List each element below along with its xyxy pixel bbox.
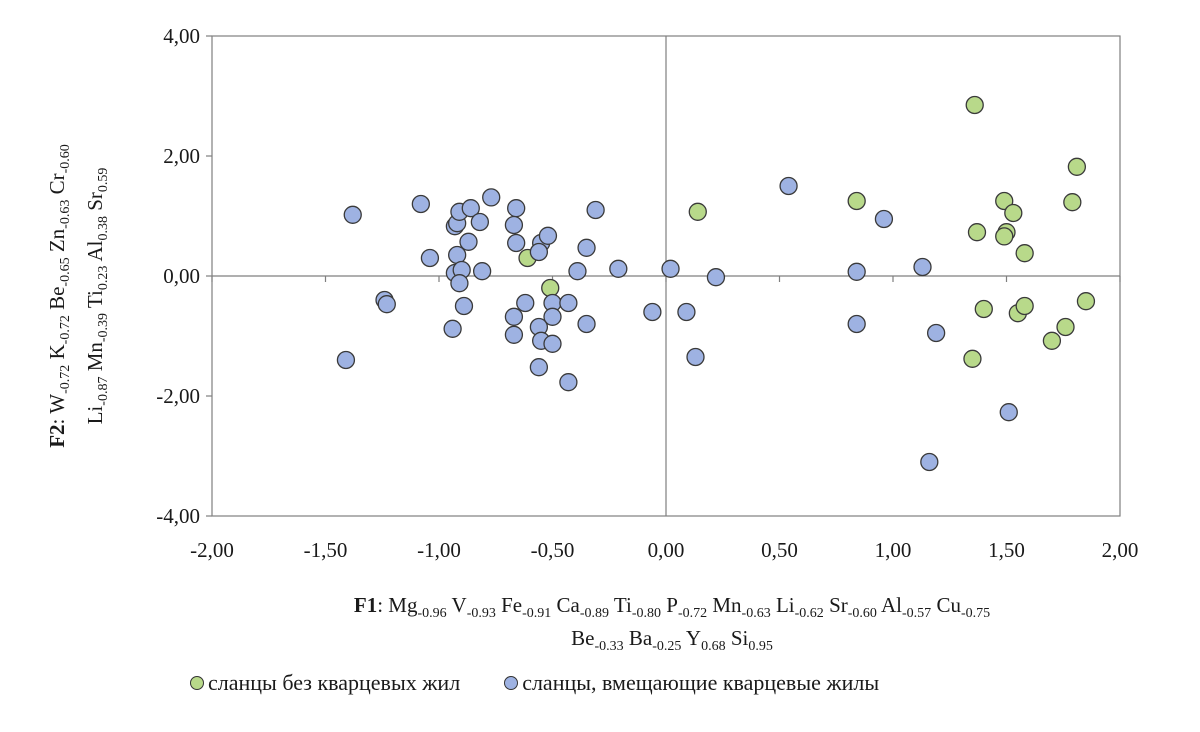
point-quartz [504,215,524,235]
y-tick-label: 4,00 [163,24,200,48]
point-quartz [343,205,362,224]
point-quartz [507,199,526,218]
point-quartz [661,259,680,278]
legend: сланцы без кварцевых жил сланцы, вмещающ… [190,670,879,696]
point-quartz [913,257,932,277]
y-tick-label: -4,00 [156,504,200,528]
point-no-quartz [1063,193,1082,212]
x-tick-label: -0,50 [531,538,575,562]
point-quartz [538,226,558,245]
point-no-quartz [1076,292,1096,311]
point-no-quartz [995,227,1014,246]
point-quartz [454,296,474,316]
point-no-quartz [967,223,987,242]
point-quartz [461,199,480,218]
point-quartz [472,262,492,281]
x-tick-label: 0,00 [648,538,685,562]
x-tick-label: 0,50 [761,538,798,562]
point-quartz [543,334,562,353]
point-quartz [706,268,726,287]
point-quartz [336,350,356,370]
legend-item-no-quartz: сланцы без кварцевых жил [190,670,460,696]
point-quartz [443,319,462,338]
y-axis-title-line2: Li-0.87 Mn-0.39 Ti0.23 Al0.38 Sr0.59 [83,168,111,425]
point-no-quartz [1015,296,1034,316]
x-tick-labels: -2,00 -1,50 -1,00 -0,50 0,00 0,50 1,00 1,50 2,00 [190,276,1138,562]
legend-item-quartz: сланцы, вмещающие кварцевые жилы [504,670,879,696]
point-no-quartz [688,202,707,221]
point-quartz [643,302,662,322]
point-quartz [577,314,596,334]
x-tick-label: 1,00 [875,538,912,562]
x-tick-label: -2,00 [190,538,234,562]
x-axis-title-line1: F1: Mg-0.96 V-0.93 Fe-0.91 Ca-0.89 Ti-0.… [354,593,990,621]
point-quartz [450,274,469,293]
y-tick-label: 0,00 [163,264,200,288]
point-quartz [779,176,798,196]
point-no-quartz [965,95,984,115]
point-no-quartz [1067,157,1087,176]
point-quartz [847,262,866,281]
point-quartz [470,212,490,232]
point-quartz [448,245,467,265]
point-quartz [686,347,705,367]
y-tick-label: -2,00 [156,384,200,408]
point-quartz [529,242,549,262]
point-quartz [609,259,628,278]
legend-label-no-quartz: сланцы без кварцевых жил [208,670,461,695]
y-tick-labels: -4,00 -2,00 0,00 2,00 4,00 [156,24,212,528]
point-quartz [411,194,430,214]
point-quartz [482,188,501,207]
x-axis-title: F1: Mg-0.96 V-0.93 Fe-0.91 Ca-0.89 Ti-0.… [354,593,990,654]
x-tick-label: 2,00 [1102,538,1139,562]
point-quartz [926,323,946,343]
point-no-quartz [1015,244,1034,263]
point-quartz [559,293,578,313]
point-quartz [529,358,549,377]
point-quartz [568,262,587,281]
point-no-quartz [1042,331,1062,350]
point-quartz [504,325,524,344]
data-points [336,95,1096,472]
x-tick-label: -1,50 [304,538,348,562]
point-quartz [516,293,535,313]
point-no-quartz [1056,317,1075,337]
point-quartz [999,403,1018,422]
point-quartz [420,248,440,268]
point-quartz [377,295,396,314]
point-quartz [504,307,524,326]
point-no-quartz [541,278,560,298]
y-axis-title-line1: F2: W-0.72 K-0.72 Be-0.65 Zn-0.63 Cr-0.6… [45,144,73,448]
legend-marker-green [190,676,204,690]
point-no-quartz [974,299,993,319]
point-no-quartz [963,349,982,368]
y-axis-title: F2: W-0.72 K-0.72 Be-0.65 Zn-0.63 Cr-0.6… [45,144,111,448]
point-quartz [559,373,578,392]
point-quartz [507,233,526,253]
point-quartz [874,209,894,229]
point-quartz [847,314,866,334]
point-quartz [577,238,596,257]
legend-label-quartz: сланцы, вмещающие кварцевые жилы [522,670,880,695]
point-no-quartz [1004,203,1023,223]
y-tick-label: 2,00 [163,144,200,168]
point-quartz [677,302,696,322]
point-quartz [543,307,562,326]
legend-marker-blue [504,676,519,690]
x-axis-title-line2: Be-0.33 Ba-0.25 Y0.68 Si0.95 [571,626,773,654]
x-tick-label: -1,00 [417,538,461,562]
point-quartz [920,452,939,472]
point-quartz [586,200,605,220]
point-no-quartz [847,191,866,211]
point-quartz [459,232,478,251]
x-tick-label: 1,50 [988,538,1025,562]
